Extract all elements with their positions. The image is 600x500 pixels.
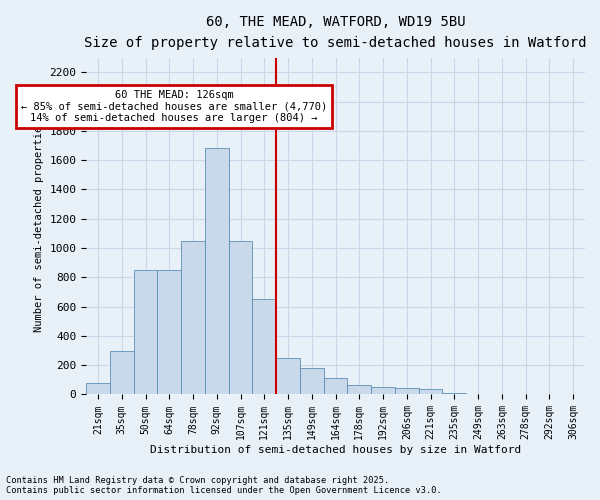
Bar — [134, 270, 157, 394]
Text: 60 THE MEAD: 126sqm
← 85% of semi-detached houses are smaller (4,770)
14% of sem: 60 THE MEAD: 126sqm ← 85% of semi-detach… — [21, 90, 327, 123]
Title: 60, THE MEAD, WATFORD, WD19 5BU
Size of property relative to semi-detached house: 60, THE MEAD, WATFORD, WD19 5BU Size of … — [85, 15, 587, 50]
Bar — [324, 378, 347, 394]
Bar — [300, 368, 324, 394]
Bar — [395, 388, 419, 394]
Bar — [419, 390, 442, 394]
Bar — [205, 148, 229, 394]
X-axis label: Distribution of semi-detached houses by size in Watford: Distribution of semi-detached houses by … — [150, 445, 521, 455]
Bar — [86, 384, 110, 394]
Bar — [371, 387, 395, 394]
Text: Contains HM Land Registry data © Crown copyright and database right 2025.
Contai: Contains HM Land Registry data © Crown c… — [6, 476, 442, 495]
Bar — [347, 385, 371, 394]
Bar — [181, 240, 205, 394]
Bar — [157, 270, 181, 394]
Bar — [110, 350, 134, 395]
Y-axis label: Number of semi-detached properties: Number of semi-detached properties — [34, 120, 44, 332]
Bar — [442, 393, 466, 394]
Bar — [253, 300, 276, 394]
Bar — [229, 240, 253, 394]
Bar — [276, 358, 300, 395]
